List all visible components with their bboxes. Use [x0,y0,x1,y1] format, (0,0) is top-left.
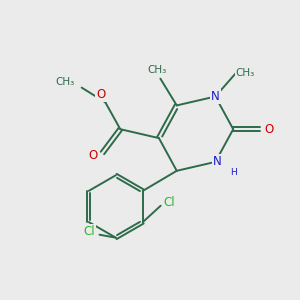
Text: CH₃: CH₃ [236,68,255,78]
Text: Cl: Cl [164,196,176,209]
Text: Cl: Cl [83,225,95,238]
Text: CH₃: CH₃ [55,76,74,87]
Text: H: H [230,168,237,177]
Text: N: N [211,90,220,103]
Text: CH₃: CH₃ [148,65,167,75]
Text: O: O [96,88,106,100]
Text: O: O [264,123,274,136]
Text: O: O [88,149,98,162]
Text: N: N [212,155,221,168]
